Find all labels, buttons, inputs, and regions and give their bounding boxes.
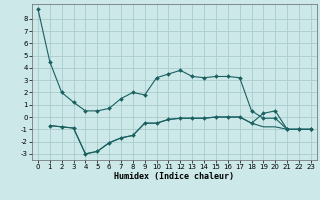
X-axis label: Humidex (Indice chaleur): Humidex (Indice chaleur) (115, 172, 234, 181)
